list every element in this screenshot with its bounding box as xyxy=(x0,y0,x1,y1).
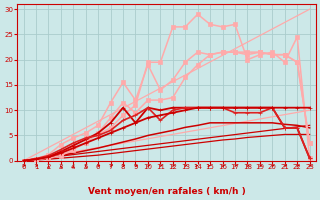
X-axis label: Vent moyen/en rafales ( km/h ): Vent moyen/en rafales ( km/h ) xyxy=(88,187,245,196)
